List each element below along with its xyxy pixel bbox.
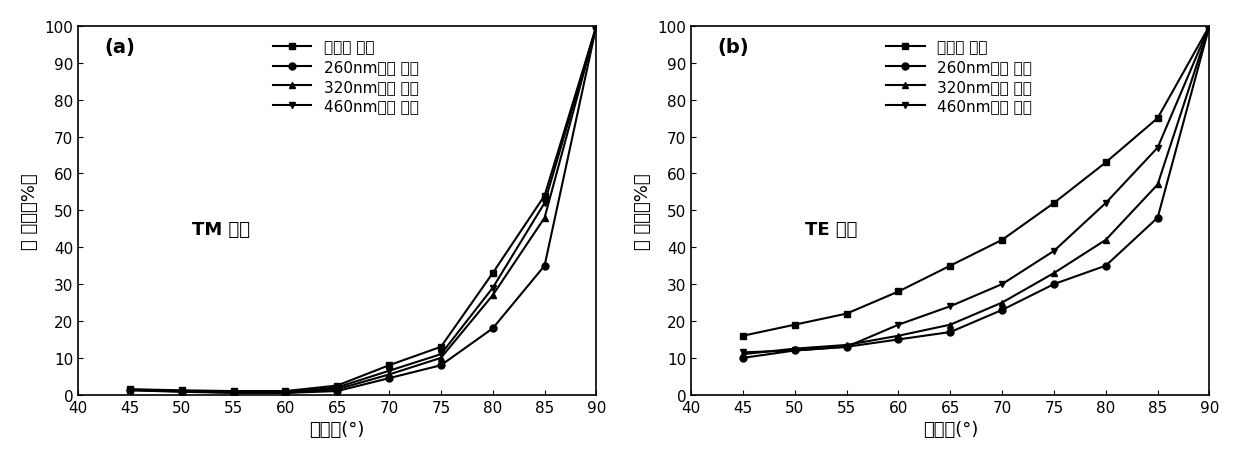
320nm镀膜 玻璌 bbox=[278, 390, 293, 396]
Line: 260nm镀膜 玻璌: 260nm镀膜 玻璌 bbox=[126, 23, 600, 397]
320nm镀膜 玻璌 bbox=[434, 355, 449, 361]
260nm镀膜 玻璌 bbox=[1151, 215, 1166, 221]
未镀膜 玻璌 bbox=[330, 383, 345, 388]
未镀膜 玻璌 bbox=[589, 24, 604, 29]
460nm镀膜 玻璌 bbox=[1047, 249, 1061, 254]
320nm镀膜 玻璌 bbox=[589, 24, 604, 29]
460nm镀膜 玻璌 bbox=[330, 385, 345, 390]
320nm镀膜 玻璌 bbox=[994, 300, 1009, 306]
260nm镀膜 玻璌 bbox=[434, 363, 449, 368]
未镀膜 玻璌 bbox=[175, 388, 190, 393]
460nm镀膜 玻璌 bbox=[123, 387, 138, 392]
460nm镀膜 玻璌 bbox=[382, 368, 397, 374]
320nm镀膜 玻璌 bbox=[537, 215, 552, 221]
260nm镀膜 玻璌 bbox=[839, 344, 854, 350]
X-axis label: 入射角(°): 入射角(°) bbox=[923, 420, 978, 438]
320nm镀膜 玻璌 bbox=[735, 352, 750, 357]
未镀膜 玻璌 bbox=[942, 263, 957, 269]
未镀膜 玻璌 bbox=[839, 311, 854, 317]
320nm镀膜 玻璌 bbox=[485, 293, 500, 298]
未镀膜 玻璌 bbox=[537, 193, 552, 199]
460nm镀膜 玻璌 bbox=[942, 304, 957, 309]
460nm镀膜 玻璌 bbox=[485, 285, 500, 291]
320nm镀膜 玻璌 bbox=[1047, 271, 1061, 276]
460nm镀膜 玻璌 bbox=[994, 282, 1009, 287]
320nm镀膜 玻璌 bbox=[382, 372, 397, 377]
未镀膜 玻璌 bbox=[994, 237, 1009, 243]
460nm镀膜 玻璌 bbox=[1151, 146, 1166, 151]
Line: 320nm镀膜 玻璌: 320nm镀膜 玻璌 bbox=[739, 23, 1213, 358]
260nm镀膜 玻璌 bbox=[994, 308, 1009, 313]
260nm镀膜 玻璌 bbox=[123, 388, 138, 393]
460nm镀膜 玻璌 bbox=[589, 24, 604, 29]
未镀膜 玻璌 bbox=[1047, 201, 1061, 206]
260nm镀膜 玻璌 bbox=[735, 355, 750, 361]
未镀膜 玻璌 bbox=[1202, 24, 1216, 29]
460nm镀膜 玻璌 bbox=[226, 389, 241, 395]
260nm镀膜 玻璌 bbox=[1047, 282, 1061, 287]
260nm镀膜 玻璌 bbox=[892, 337, 906, 342]
260nm镀膜 玻璌 bbox=[485, 326, 500, 331]
Y-axis label: 反 射率（%）: 反 射率（%） bbox=[21, 173, 38, 249]
未镀膜 玻璌 bbox=[787, 322, 802, 328]
320nm镀膜 玻璌 bbox=[1151, 182, 1166, 188]
未镀膜 玻璌 bbox=[434, 344, 449, 350]
Line: 460nm镀膜 玻璌: 460nm镀膜 玻璌 bbox=[739, 23, 1213, 356]
320nm镀膜 玻璌 bbox=[892, 333, 906, 339]
未镀膜 玻璌 bbox=[123, 386, 138, 392]
未镀膜 玻璌 bbox=[735, 333, 750, 339]
460nm镀膜 玻璌 bbox=[278, 390, 293, 396]
460nm镀膜 玻璌 bbox=[787, 348, 802, 353]
未镀膜 玻璌 bbox=[892, 289, 906, 295]
Line: 未镀膜 玻璌: 未镀膜 玻璌 bbox=[739, 23, 1213, 340]
260nm镀膜 玻璌 bbox=[226, 390, 241, 396]
Line: 260nm镀膜 玻璌: 260nm镀膜 玻璌 bbox=[739, 23, 1213, 362]
260nm镀膜 玻璌 bbox=[330, 388, 345, 394]
未镀膜 玻璌 bbox=[485, 271, 500, 276]
460nm镀膜 玻璌 bbox=[434, 352, 449, 357]
460nm镀膜 玻璌 bbox=[735, 350, 750, 355]
Text: TM 极化: TM 极化 bbox=[192, 220, 250, 238]
260nm镀膜 玻璌 bbox=[787, 348, 802, 353]
Line: 未镀膜 玻璌: 未镀膜 玻璌 bbox=[126, 23, 600, 395]
未镀膜 玻璌 bbox=[1151, 116, 1166, 122]
320nm镀膜 玻璌 bbox=[175, 389, 190, 394]
320nm镀膜 玻璌 bbox=[1099, 237, 1114, 243]
320nm镀膜 玻璌 bbox=[942, 322, 957, 328]
260nm镀膜 玻璌 bbox=[1099, 263, 1114, 269]
Text: (a): (a) bbox=[104, 38, 135, 57]
260nm镀膜 玻璌 bbox=[537, 263, 552, 269]
260nm镀膜 玻璌 bbox=[942, 330, 957, 335]
320nm镀膜 玻璌 bbox=[123, 387, 138, 393]
460nm镀膜 玻璌 bbox=[839, 344, 854, 350]
Line: 460nm镀膜 玻璌: 460nm镀膜 玻璌 bbox=[126, 23, 600, 396]
未镀膜 玻璌 bbox=[1099, 160, 1114, 166]
未镀膜 玻璌 bbox=[382, 363, 397, 368]
320nm镀膜 玻璌 bbox=[787, 346, 802, 352]
260nm镀膜 玻璌 bbox=[589, 24, 604, 29]
260nm镀膜 玻璌 bbox=[278, 390, 293, 396]
Text: (b): (b) bbox=[717, 38, 749, 57]
320nm镀膜 玻璌 bbox=[1202, 24, 1216, 29]
460nm镀膜 玻璌 bbox=[1202, 24, 1216, 29]
320nm镀膜 玻璌 bbox=[226, 390, 241, 396]
460nm镀膜 玻璌 bbox=[175, 388, 190, 394]
X-axis label: 入射角(°): 入射角(°) bbox=[310, 420, 365, 438]
Legend: 未镀膜 玻璌, 260nm镀膜 玻璌, 320nm镀膜 玻璌, 460nm镀膜 玻璌: 未镀膜 玻璌, 260nm镀膜 玻璌, 320nm镀膜 玻璌, 460nm镀膜 … bbox=[267, 34, 424, 120]
460nm镀膜 玻璌 bbox=[1099, 201, 1114, 206]
Text: TE 极化: TE 极化 bbox=[805, 220, 858, 238]
260nm镀膜 玻璌 bbox=[382, 375, 397, 381]
260nm镀膜 玻璌 bbox=[1202, 24, 1216, 29]
Line: 320nm镀膜 玻璌: 320nm镀膜 玻璌 bbox=[126, 23, 600, 397]
260nm镀膜 玻璌 bbox=[175, 389, 190, 395]
460nm镀膜 玻璌 bbox=[537, 201, 552, 206]
Y-axis label: 反 射率（%）: 反 射率（%） bbox=[634, 173, 652, 249]
460nm镀膜 玻璌 bbox=[892, 322, 906, 328]
未镀膜 玻璌 bbox=[226, 388, 241, 394]
320nm镀膜 玻璌 bbox=[839, 342, 854, 348]
未镀膜 玻璌 bbox=[278, 388, 293, 394]
320nm镀膜 玻璌 bbox=[330, 386, 345, 392]
Legend: 未镀膜 玻璌, 260nm镀膜 玻璌, 320nm镀膜 玻璌, 460nm镀膜 玻璌: 未镀膜 玻璌, 260nm镀膜 玻璌, 320nm镀膜 玻璌, 460nm镀膜 … bbox=[880, 34, 1038, 120]
